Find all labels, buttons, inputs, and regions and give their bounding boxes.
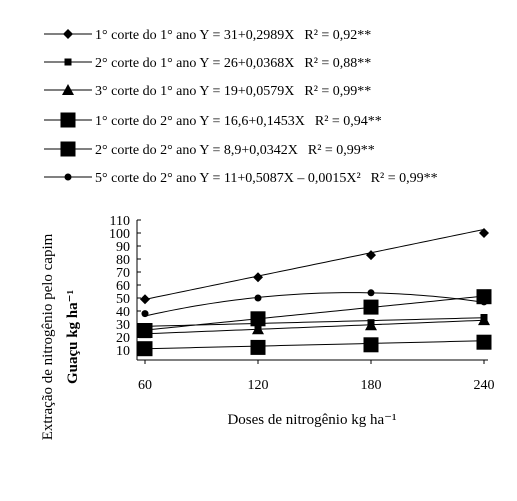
- legend-marker-3: [62, 84, 74, 95]
- data-point-s3-180: [365, 319, 377, 331]
- x-tick-label: 240: [474, 378, 495, 393]
- legend-label-4: 1° corte do 2° ano Y = 16,6+0,1453X: [95, 114, 305, 129]
- data-point-s1-60: [140, 294, 150, 305]
- trend-line-4: [144, 295, 485, 331]
- legend-label-3: 3° corte do 1° ano Y = 19+0,0579X: [95, 84, 294, 99]
- data-point-s5-180: [363, 337, 379, 353]
- legend-label-1: 1° corte do 1° ano Y = 31+0,2989X: [95, 28, 294, 43]
- legend-marker-5: [60, 141, 76, 157]
- trend-line-5: [144, 340, 485, 350]
- trend-lines: [144, 228, 485, 350]
- data-point-s1-240: [479, 228, 489, 238]
- legend-r2-1: R² = 0,92**: [304, 28, 371, 43]
- legend-marker-2: [64, 58, 72, 66]
- y-axis-label-line1: Extração de nitrogênio pelo capim: [40, 233, 56, 440]
- y-tick-label: 70: [116, 266, 130, 281]
- x-tick-label: 180: [361, 378, 382, 393]
- data-point-s4-240: [476, 289, 492, 305]
- trend-line-3: [144, 319, 485, 335]
- legend-label-6: 5° corte do 2° ano Y = 11+0,5087X – 0,00…: [95, 171, 361, 186]
- data-point-s6-240: [480, 298, 488, 306]
- data-point-s6-60: [141, 310, 149, 318]
- legend-r2-6: R² = 0,99**: [371, 171, 438, 186]
- legend-marker-6: [64, 173, 72, 181]
- legend-label-5: 2° corte do 2° ano Y = 8,9+0,0342X: [95, 143, 298, 158]
- y-tick-label: 90: [116, 240, 130, 255]
- legend-r2-5: R² = 0,99**: [308, 143, 375, 158]
- legend-r2-3: R² = 0,99**: [304, 84, 371, 99]
- legend-r2-4: R² = 0,94**: [315, 114, 382, 129]
- trend-line-6: [144, 292, 485, 317]
- data-point-s4-60: [137, 323, 153, 338]
- data-points: [137, 228, 492, 357]
- data-point-s1-120: [253, 272, 263, 283]
- x-tick-label: 60: [138, 378, 152, 393]
- legend-marker-1: [63, 29, 73, 39]
- y-tick-label: 110: [110, 214, 130, 229]
- data-point-s3-240: [478, 314, 490, 326]
- y-tick-label: 50: [116, 292, 130, 307]
- legend-r2-2: R² = 0,88**: [304, 56, 371, 71]
- data-point-s5-120: [250, 339, 266, 355]
- legend-marker-4: [60, 112, 76, 128]
- y-tick-label: 20: [116, 331, 130, 346]
- data-point-s5-240: [476, 334, 492, 350]
- y-tick-label: 60: [116, 279, 130, 294]
- x-tick-label: 120: [248, 378, 269, 393]
- y-axis-label-line2: Guaçu kg ha⁻¹: [65, 290, 81, 384]
- legend-label-2: 2° corte do 1° ano Y = 26+0,0368X: [95, 56, 294, 71]
- data-point-s6-180: [367, 289, 375, 297]
- data-point-s5-60: [137, 341, 153, 357]
- x-axis-ticks: 60 120 180 240: [138, 360, 495, 393]
- y-tick-label: 10: [116, 344, 130, 359]
- data-point-s3-120: [252, 323, 264, 335]
- data-point-s4-120: [250, 311, 266, 327]
- y-tick-label: 100: [109, 227, 130, 242]
- y-tick-label: 80: [116, 253, 130, 268]
- data-point-s6-120: [254, 294, 262, 302]
- trend-line-1: [144, 228, 485, 300]
- x-axis-label: Doses de nitrogênio kg ha⁻¹: [227, 412, 396, 428]
- data-point-s4-180: [363, 299, 379, 315]
- data-point-s1-180: [366, 250, 376, 261]
- y-tick-label: 30: [116, 318, 130, 333]
- legend: 1° corte do 1° ano Y = 31+0,2989X R² = 0,…: [44, 28, 438, 186]
- y-tick-label: 40: [116, 305, 130, 320]
